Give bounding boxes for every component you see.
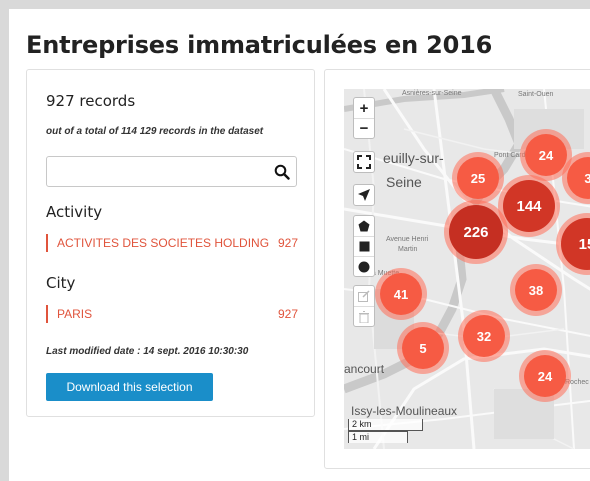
facet-count: 927: [277, 236, 298, 250]
map-cluster-marker[interactable]: 24: [520, 129, 572, 181]
edit-layers-button[interactable]: [354, 286, 374, 306]
draw-rectangle-button[interactable]: [354, 236, 374, 256]
records-count: 927 records: [46, 92, 136, 110]
cluster-count: 144: [503, 180, 555, 232]
edit-control: [353, 285, 375, 327]
map-cluster-marker[interactable]: 226: [444, 200, 508, 264]
map-cluster-marker[interactable]: 144: [498, 175, 560, 237]
draw-polygon-button[interactable]: [354, 216, 374, 236]
map-label-ancourt: ancourt: [344, 362, 385, 376]
map-label-rochechouart: Rochec: [565, 379, 589, 386]
cluster-count: 41: [380, 273, 422, 315]
last-modified-date: Last modified date : 14 sept. 2016 10:30…: [46, 346, 249, 357]
circle-icon: [358, 261, 370, 272]
map-cluster-marker[interactable]: 24: [519, 350, 571, 402]
fullscreen-icon: [357, 155, 371, 169]
trash-icon: [359, 310, 369, 323]
map-cluster-marker[interactable]: 38: [510, 264, 562, 316]
search-input[interactable]: [47, 157, 267, 186]
cluster-count: 38: [515, 269, 557, 311]
cluster-count: 25: [457, 157, 499, 199]
map-label-asnieres: Asnières-sur-Seine: [402, 90, 462, 97]
draw-control: [353, 215, 375, 277]
fullscreen-button[interactable]: [354, 152, 374, 172]
map-label-neuilly: euilly-sur-: [383, 150, 444, 166]
facet-label: PARIS: [57, 307, 93, 321]
map-cluster-marker[interactable]: 5: [397, 322, 449, 374]
locate-arrow-icon: [358, 189, 370, 201]
rectangle-icon: [359, 241, 369, 252]
page-title: Entreprises immatriculées en 2016: [26, 31, 493, 59]
city-facet-item[interactable]: PARIS 927: [46, 305, 298, 323]
facet-label: ACTIVITES DES SOCIETES HOLDING: [57, 236, 270, 250]
map-scale: 2 km 1 mi: [348, 419, 423, 443]
cluster-count: 15: [561, 218, 590, 270]
locate-control: [353, 184, 375, 206]
filters-panel: 927 records out of a total of 114 129 re…: [26, 69, 315, 417]
cluster-count: 5: [402, 327, 444, 369]
search-icon[interactable]: [274, 164, 290, 180]
map-label-seine: Seine: [386, 174, 422, 190]
delete-layers-button[interactable]: [354, 306, 374, 326]
edit-icon: [358, 290, 370, 302]
search-box: [46, 156, 297, 187]
map-cluster-marker[interactable]: 32: [458, 310, 510, 362]
fullscreen-control: [353, 151, 375, 173]
cluster-count: 24: [525, 134, 567, 176]
scale-mi: 1 mi: [348, 431, 408, 443]
activity-facet-item[interactable]: ACTIVITES DES SOCIETES HOLDING 927: [46, 234, 298, 252]
polygon-icon: [358, 220, 370, 232]
draw-circle-button[interactable]: [354, 256, 374, 276]
map-cluster-marker[interactable]: 25: [452, 152, 504, 204]
cluster-count: 3: [567, 157, 590, 199]
cluster-count: 226: [449, 205, 503, 259]
zoom-out-button[interactable]: −: [354, 118, 374, 138]
map-label-avenue: Avenue Henri: [386, 236, 429, 243]
map-panel: Asnières-sur-Seine Saint-Ouen euilly-sur…: [324, 69, 590, 469]
map-label-pont-cardinet: Pont Cardinet: [494, 152, 537, 159]
zoom-control: + −: [353, 97, 375, 139]
city-heading: City: [46, 274, 76, 292]
scale-km: 2 km: [348, 419, 423, 431]
activity-heading: Activity: [46, 203, 103, 221]
zoom-in-button[interactable]: +: [359, 99, 369, 117]
cluster-count: 32: [463, 315, 505, 357]
download-selection-button[interactable]: Download this selection: [46, 373, 213, 401]
records-subtotal: out of a total of 114 129 records in the…: [46, 126, 264, 137]
map-label-issy: Issy-les-Moulineaux: [351, 404, 458, 418]
facet-count: 927: [277, 307, 298, 321]
locate-button[interactable]: [354, 185, 374, 205]
map-cluster-marker[interactable]: 41: [375, 268, 427, 320]
cluster-count: 24: [524, 355, 566, 397]
map-label-martin: Martin: [398, 246, 418, 253]
map[interactable]: Asnières-sur-Seine Saint-Ouen euilly-sur…: [344, 89, 590, 449]
map-label-saint-ouen: Saint-Ouen: [518, 91, 554, 98]
page: Entreprises immatriculées en 2016 927 re…: [9, 9, 590, 481]
